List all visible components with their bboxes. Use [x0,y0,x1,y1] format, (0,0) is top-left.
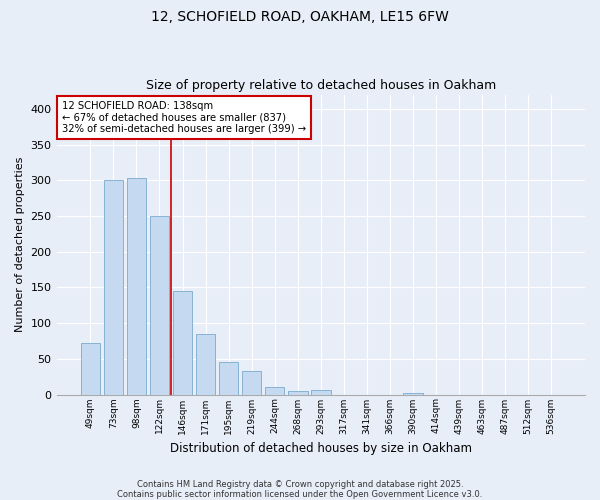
X-axis label: Distribution of detached houses by size in Oakham: Distribution of detached houses by size … [170,442,472,455]
Text: 12 SCHOFIELD ROAD: 138sqm
← 67% of detached houses are smaller (837)
32% of semi: 12 SCHOFIELD ROAD: 138sqm ← 67% of detac… [62,100,306,134]
Bar [288,391,308,394]
Bar [242,371,262,394]
Bar [173,291,193,395]
Bar [403,393,423,394]
Y-axis label: Number of detached properties: Number of detached properties [15,157,25,332]
Bar [311,390,331,394]
Bar [127,178,146,394]
Bar [196,334,215,394]
Bar [149,216,169,394]
Bar [80,343,100,394]
Bar [219,362,238,394]
Bar [104,180,123,394]
Title: Size of property relative to detached houses in Oakham: Size of property relative to detached ho… [146,79,496,92]
Bar [265,388,284,394]
Text: 12, SCHOFIELD ROAD, OAKHAM, LE15 6FW: 12, SCHOFIELD ROAD, OAKHAM, LE15 6FW [151,10,449,24]
Text: Contains HM Land Registry data © Crown copyright and database right 2025.
Contai: Contains HM Land Registry data © Crown c… [118,480,482,499]
